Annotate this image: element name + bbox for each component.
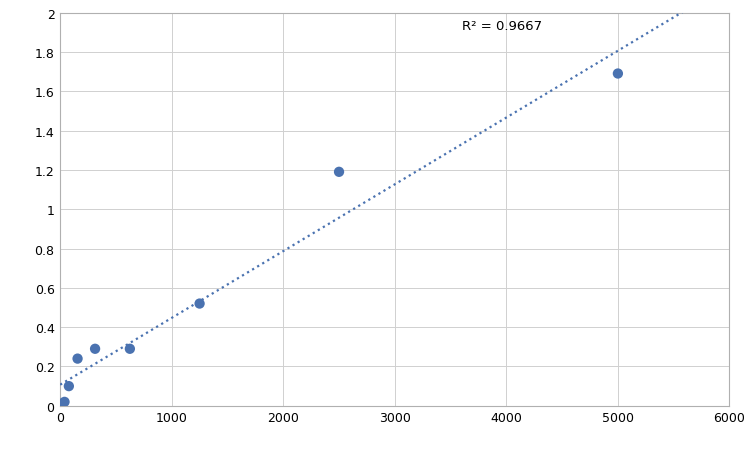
Point	[612, 71, 624, 78]
Point	[59, 398, 71, 405]
Point	[89, 345, 101, 353]
Point	[71, 355, 83, 363]
Point	[63, 382, 75, 390]
Point	[193, 300, 205, 308]
Point	[333, 169, 345, 176]
Text: R² = 0.9667: R² = 0.9667	[462, 20, 542, 33]
Point	[54, 400, 66, 408]
Point	[124, 345, 136, 353]
